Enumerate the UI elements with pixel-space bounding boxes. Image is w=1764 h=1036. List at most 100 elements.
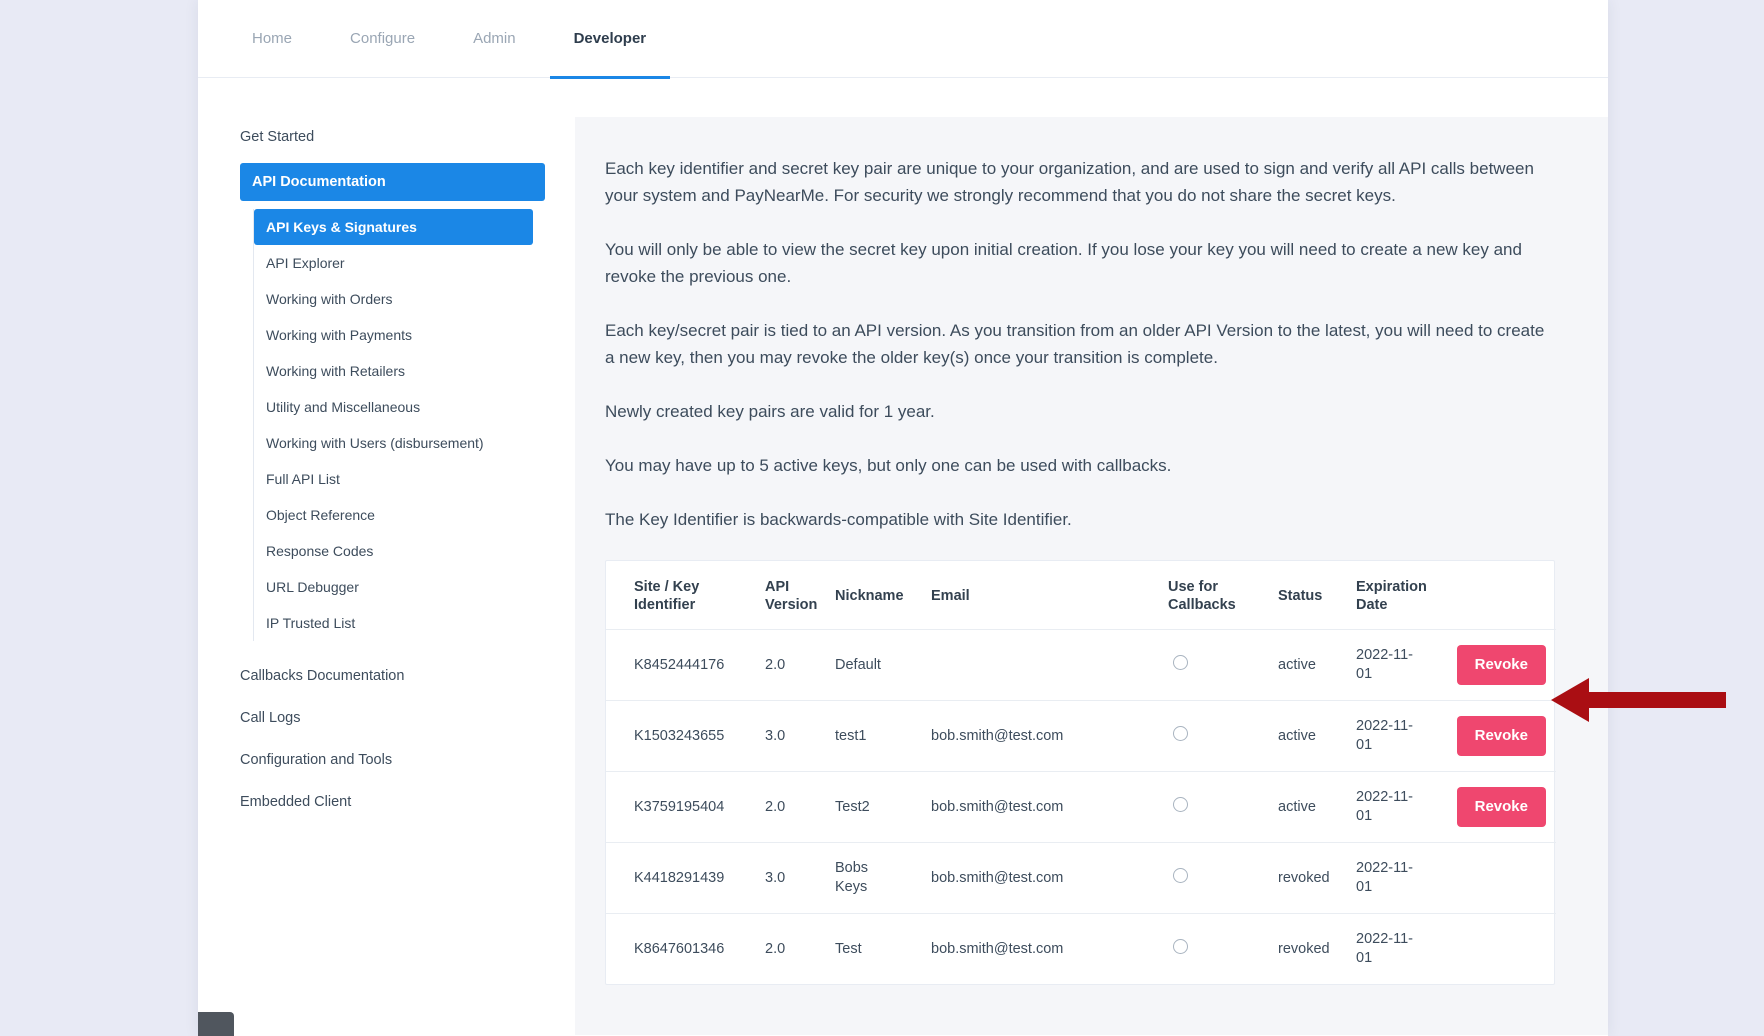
cell-use-for-callbacks	[1168, 842, 1278, 914]
column-header-status: Status	[1278, 588, 1323, 604]
cell-actions	[1451, 913, 1556, 984]
use-for-callbacks-radio[interactable]	[1173, 938, 1188, 954]
revoke-button[interactable]: Revoke	[1456, 787, 1546, 827]
cell-nickname: Bobs Keys	[835, 842, 931, 914]
cell-site-key-identifier: K4418291439	[606, 842, 765, 914]
api-keys-table: Site / Key Identifier API Version Nickname…	[606, 561, 1556, 984]
cell-nickname: Default	[835, 629, 931, 701]
cell-use-for-callbacks	[1168, 771, 1278, 843]
cell-actions: Revoke	[1451, 700, 1556, 772]
table-header-row: Site / Key Identifier API Version Nickname…	[606, 561, 1556, 630]
cell-expiration-date: 2022-11-01	[1356, 771, 1451, 843]
column-header-api-version: API Version	[765, 579, 818, 613]
table-header: Site / Key Identifier API Version Nickname…	[606, 561, 1556, 630]
cell-expiration-date: 2022-11-01	[1356, 913, 1451, 984]
content-area: Each key identifier and secret key pair …	[575, 117, 1608, 1035]
table-row: K8647601346 2.0 Test bob.smith@test.com revo…	[606, 913, 1556, 984]
bottom-left-partial-element	[198, 1012, 234, 1036]
cell-use-for-callbacks	[1168, 700, 1278, 772]
cell-actions: Revoke	[1451, 771, 1556, 843]
cell-site-key-identifier: K8452444176	[606, 629, 765, 701]
use-for-callbacks-radio[interactable]	[1173, 796, 1188, 812]
sidebar-item-callbacks-documentation[interactable]: Callbacks Documentation	[240, 668, 405, 684]
sidebar-item-configuration-and-tools[interactable]: Configuration and Tools	[240, 752, 393, 768]
cell-nickname: test1	[835, 700, 931, 772]
table-row: K3759195404 2.0 Test2 bob.smith@test.com act…	[606, 771, 1556, 843]
table-body: K8452444176 2.0 Default active 2022-11-01 Rev…	[606, 629, 1556, 984]
tab-developer[interactable]: Developer	[549, 0, 671, 79]
cell-status: revoked	[1278, 842, 1356, 914]
column-header-use-for-callbacks: Use for Callbacks	[1168, 579, 1236, 613]
cell-email	[931, 629, 1168, 701]
column-header-site-key-identifier: Site / Key Identifier	[634, 579, 700, 613]
sidebar-item-get-started[interactable]: Get Started	[240, 129, 315, 145]
cell-api-version: 2.0	[765, 629, 835, 701]
sidebar-subgroup: API Keys & Signatures API Explorer Working…	[253, 209, 575, 641]
sidebar-item-full-api-list[interactable]: Full API List	[266, 471, 340, 487]
cell-expiration-date: 2022-11-01	[1356, 700, 1451, 772]
cell-status: revoked	[1278, 913, 1356, 984]
intro-paragraphs: Each key identifier and secret key pair …	[605, 155, 1555, 533]
intro-paragraph-4: Newly created key pairs are valid for 1 …	[605, 402, 935, 421]
annotation-arrow-left-icon	[1551, 678, 1726, 722]
sidebar-item-api-keys-signatures[interactable]: API Keys & Signatures	[254, 209, 533, 245]
cell-actions: Revoke	[1451, 629, 1556, 701]
cell-nickname: Test2	[835, 771, 931, 843]
tab-admin[interactable]: Admin	[473, 29, 516, 47]
sidebar-item-object-reference[interactable]: Object Reference	[266, 507, 375, 523]
cell-status: active	[1278, 771, 1356, 843]
use-for-callbacks-radio[interactable]	[1173, 867, 1188, 883]
cell-api-version: 3.0	[765, 700, 835, 772]
table-row: K4418291439 3.0 Bobs Keys bob.smith@test.co…	[606, 842, 1556, 914]
cell-site-key-identifier: K8647601346	[606, 913, 765, 984]
page-body: Get Started API Documentation API Keys & S…	[198, 117, 1608, 1035]
cell-email: bob.smith@test.com	[931, 771, 1168, 843]
main-card: Home Configure Admin Developer Get Started A…	[198, 0, 1608, 1036]
sidebar-item-embedded-client[interactable]: Embedded Client	[240, 794, 352, 810]
intro-paragraph-5: You may have up to 5 active keys, but on…	[605, 456, 1172, 475]
revoke-button[interactable]: Revoke	[1456, 645, 1546, 685]
sidebar-item-url-debugger[interactable]: URL Debugger	[266, 579, 359, 595]
use-for-callbacks-radio[interactable]	[1173, 725, 1188, 741]
sidebar-nav: Get Started API Documentation API Keys & S…	[198, 117, 575, 823]
cell-email: bob.smith@test.com	[931, 700, 1168, 772]
use-for-callbacks-radio[interactable]	[1173, 654, 1188, 670]
top-nav: Home Configure Admin Developer	[198, 0, 1608, 79]
cell-use-for-callbacks	[1168, 629, 1278, 701]
column-header-expiration-date: Expiration Date	[1356, 579, 1427, 613]
intro-paragraph-3: Each key/secret pair is tied to an API v…	[605, 321, 1545, 367]
intro-paragraph-6: The Key Identifier is backwards-compatib…	[605, 510, 1072, 529]
cell-expiration-date: 2022-11-01	[1356, 629, 1451, 701]
cell-status: active	[1278, 629, 1356, 701]
sidebar: Get Started API Documentation API Keys & S…	[198, 117, 575, 1035]
cell-status: active	[1278, 700, 1356, 772]
sidebar-item-working-with-users-disbursement[interactable]: Working with Users (disbursement)	[266, 435, 484, 451]
cell-use-for-callbacks	[1168, 913, 1278, 984]
sidebar-item-response-codes[interactable]: Response Codes	[266, 543, 374, 559]
cell-site-key-identifier: K3759195404	[606, 771, 765, 843]
cell-actions	[1451, 842, 1556, 914]
sidebar-item-api-documentation[interactable]: API Documentation	[240, 163, 545, 201]
revoke-button[interactable]: Revoke	[1456, 716, 1546, 756]
sidebar-item-working-with-payments[interactable]: Working with Payments	[266, 327, 413, 343]
cell-api-version: 3.0	[765, 842, 835, 914]
sidebar-item-api-explorer[interactable]: API Explorer	[266, 255, 345, 271]
cell-site-key-identifier: K1503243655	[606, 700, 765, 772]
table-row: K1503243655 3.0 test1 bob.smith@test.com act…	[606, 700, 1556, 772]
tab-configure[interactable]: Configure	[350, 29, 416, 47]
sidebar-item-working-with-retailers[interactable]: Working with Retailers	[266, 363, 406, 379]
table-row: K8452444176 2.0 Default active 2022-11-01 Rev…	[606, 629, 1556, 701]
cell-api-version: 2.0	[765, 913, 835, 984]
api-keys-table-card: Site / Key Identifier API Version Nickname…	[605, 560, 1556, 985]
tab-home[interactable]: Home	[252, 29, 293, 47]
column-header-actions	[1451, 561, 1556, 630]
column-header-nickname: Nickname	[835, 588, 904, 604]
sidebar-item-working-with-orders[interactable]: Working with Orders	[266, 291, 393, 307]
sidebar-item-ip-trusted-list[interactable]: IP Trusted List	[266, 615, 356, 631]
intro-paragraph-1: Each key identifier and secret key pair …	[605, 159, 1534, 205]
cell-api-version: 2.0	[765, 771, 835, 843]
sidebar-item-call-logs[interactable]: Call Logs	[240, 710, 301, 726]
sidebar-item-utility-and-miscellaneous[interactable]: Utility and Miscellaneous	[266, 399, 421, 415]
cell-expiration-date: 2022-11-01	[1356, 842, 1451, 914]
